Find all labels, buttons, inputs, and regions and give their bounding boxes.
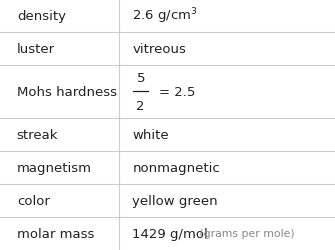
Text: yellow green: yellow green <box>132 194 218 207</box>
Text: 1429 g/mol: 1429 g/mol <box>132 227 208 240</box>
Text: molar mass: molar mass <box>17 227 94 240</box>
Text: streak: streak <box>17 128 58 141</box>
Text: 2: 2 <box>136 99 145 112</box>
Text: nonmagnetic: nonmagnetic <box>132 161 220 174</box>
Text: color: color <box>17 194 50 207</box>
Text: 2.6 g/cm$^3$: 2.6 g/cm$^3$ <box>132 7 198 26</box>
Text: magnetism: magnetism <box>17 161 92 174</box>
Text: white: white <box>132 128 169 141</box>
Text: Mohs hardness: Mohs hardness <box>17 86 117 98</box>
Text: (grams per mole): (grams per mole) <box>196 228 294 238</box>
Text: density: density <box>17 10 66 23</box>
Text: = 2.5: = 2.5 <box>159 86 196 98</box>
Text: 5: 5 <box>136 72 145 85</box>
Text: vitreous: vitreous <box>132 43 186 56</box>
Text: luster: luster <box>17 43 55 56</box>
